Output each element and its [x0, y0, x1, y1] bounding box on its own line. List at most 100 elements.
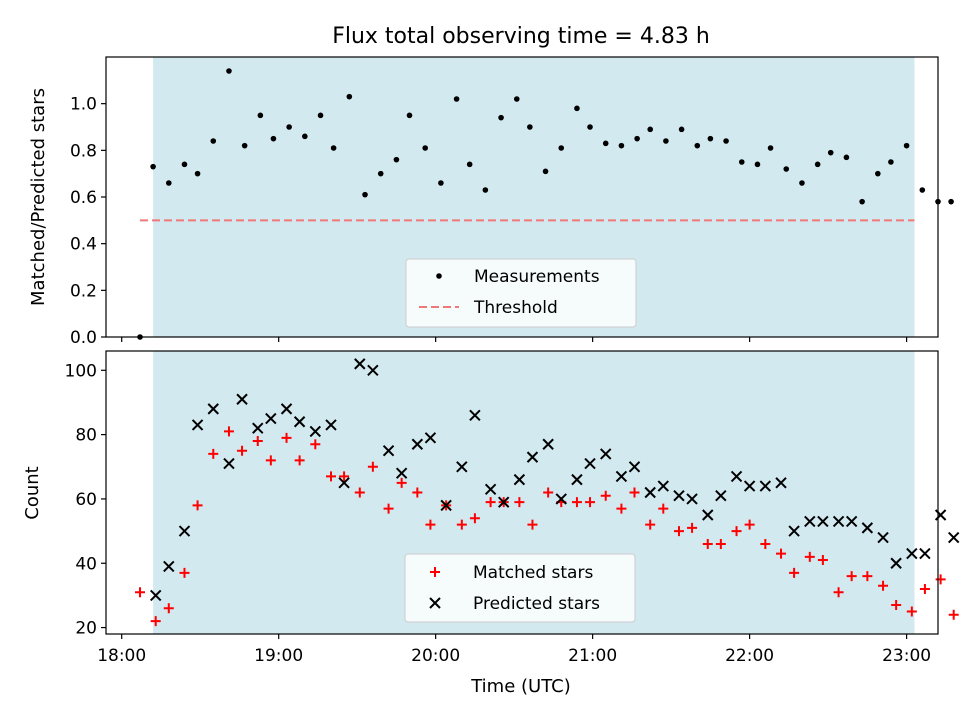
matched-star-point [485, 497, 496, 508]
predicted-star-point [817, 515, 829, 528]
matched-star-point [281, 432, 292, 443]
panel-counts-frame [105, 350, 939, 635]
measurement-point [903, 142, 910, 149]
matched-star-point [702, 538, 713, 549]
predicted-star-point [788, 525, 800, 537]
predicted-star-point [702, 509, 714, 521]
predicted-star-point [542, 438, 554, 450]
measurement-point [948, 198, 954, 205]
matched-star-point [585, 497, 596, 508]
matched-star-point [658, 503, 669, 514]
panel-counts-ytick-label: 100 [65, 361, 97, 381]
measurement-point [226, 68, 232, 74]
predicted-star-point [600, 448, 612, 460]
panel-counts-ytick-label: 40 [75, 554, 97, 574]
measurement-point [257, 112, 264, 119]
predicted-star-point [178, 525, 191, 537]
predicted-star-point [325, 419, 337, 431]
predicted-star-point [934, 509, 947, 521]
measurement-point [406, 112, 413, 119]
matched-star-point [223, 426, 234, 437]
predicted-star-point [555, 493, 567, 505]
legend-matched-label: Matched stars [473, 563, 593, 583]
predicted-star-point [338, 477, 350, 489]
legend-measurements-label: Measurements [474, 267, 600, 287]
matched-star-point [715, 538, 726, 549]
x-tick-label: 22:00 [725, 646, 774, 666]
matched-star-point [425, 519, 436, 530]
measurement-point [647, 126, 654, 133]
predicted-star-point [845, 515, 858, 528]
measurement-point [346, 93, 353, 100]
matched-star-point [744, 519, 755, 530]
measurement-point [558, 145, 565, 151]
measurement-point [317, 112, 324, 119]
measurement-point [241, 142, 248, 149]
measurement-point [574, 105, 580, 112]
x-tick-label: 19:00 [254, 646, 303, 666]
measurement-point [859, 198, 865, 205]
measurement-point [210, 138, 217, 144]
predicted-star-point [861, 522, 874, 534]
matched-star-point [846, 571, 857, 582]
x-axis-label: Time (UTC) [470, 676, 571, 697]
measurement-point [843, 154, 850, 161]
x-tick-label: 18:00 [97, 646, 146, 666]
matched-star-point [367, 461, 378, 472]
measurement-point [466, 161, 473, 168]
matched-star-point [616, 503, 627, 514]
predicted-star-point [730, 470, 743, 483]
matched-star-point [310, 439, 321, 450]
predicted-star-point [513, 473, 526, 486]
predicted-star-point [411, 438, 424, 450]
predicted-star-point [759, 480, 772, 492]
matched-star-point [469, 513, 480, 524]
measurement-point [799, 180, 805, 186]
matched-star-point [891, 600, 902, 611]
predicted-star-point [686, 493, 698, 505]
measurement-point [498, 114, 504, 121]
legend-measurements-marker [436, 273, 442, 279]
measurement-point [513, 96, 520, 102]
matched-star-point [163, 603, 174, 614]
panel-ratio-ytick-label: 0.0 [70, 328, 97, 348]
matched-star-point [948, 609, 959, 620]
predicted-star-point [440, 499, 452, 512]
predicted-star-point [919, 547, 931, 560]
panel-ratio-ytick-label: 1.0 [70, 95, 97, 115]
predicted-star-point [456, 461, 468, 473]
predicted-star-point [743, 480, 756, 492]
matched-star-point [354, 487, 365, 498]
matched-star-point [294, 455, 305, 466]
matched-star-point [383, 503, 394, 514]
measurement-point [302, 133, 308, 140]
measurement-point [362, 191, 368, 198]
predicted-star-point [354, 358, 366, 370]
measurement-point [482, 187, 489, 193]
measurement-point [422, 145, 428, 151]
legend-matched-marker [430, 567, 440, 577]
predicted-star-point [715, 490, 727, 502]
predicted-star-point [571, 473, 583, 486]
predicted-star-point [150, 589, 162, 602]
matched-star-point [760, 538, 771, 549]
matched-star-point [919, 583, 930, 594]
measurement-point [527, 124, 533, 130]
predicted-star-point [163, 560, 175, 573]
matched-star-point [543, 487, 554, 498]
matched-star-point [252, 436, 263, 447]
measurement-point [453, 96, 460, 102]
matched-star-point [208, 448, 219, 459]
x-tick-label: 23:00 [882, 646, 931, 666]
panel-ratio: 0.0 0.2 0.4 0.6 0.8 1.0 Matched/Predicted sta… [28, 56, 954, 348]
matched-star-point [878, 580, 889, 591]
measurement-point [150, 163, 156, 170]
predicted-star-point [236, 393, 248, 405]
matched-star-point [396, 477, 407, 488]
matched-star-point [456, 519, 467, 530]
measurement-point [270, 135, 277, 142]
measurement-point [165, 180, 172, 186]
measurement-point [393, 156, 400, 163]
predicted-star-point [484, 483, 497, 495]
x-tick-label: 20:00 [411, 646, 460, 666]
